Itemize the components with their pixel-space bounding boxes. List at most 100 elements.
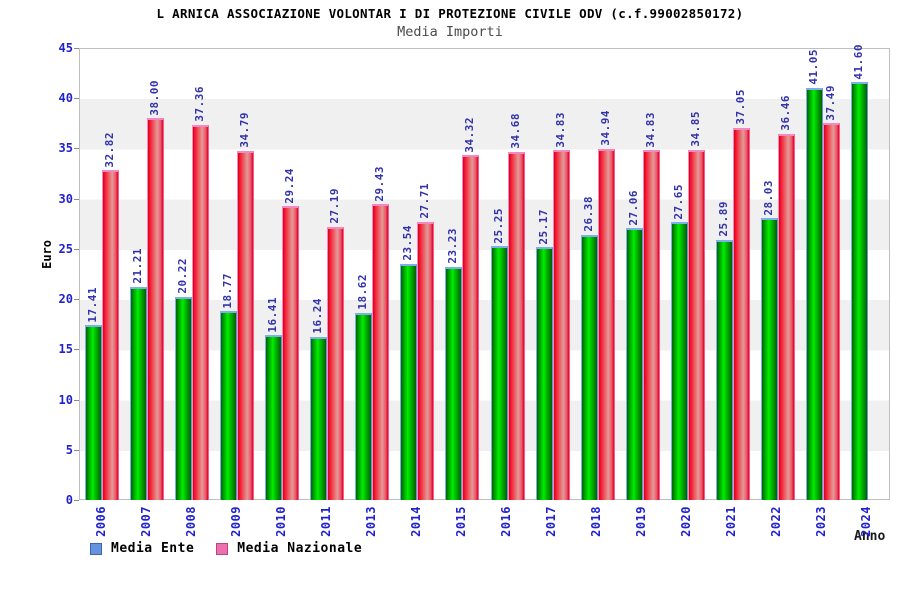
bar-media-ente-2011	[310, 336, 328, 500]
bar-media-ente-2015	[445, 266, 463, 500]
bar-value-label-media-nazionale-2023: 37.49	[823, 84, 837, 121]
bar-value-label-media-ente-2015: 23.23	[446, 228, 460, 264]
chart-subtitle: Media Importi	[397, 24, 503, 40]
bar-media-ente-2007	[130, 286, 148, 500]
y-axis-tick-mark	[74, 349, 79, 351]
bar-value-label-media-ente-2014: 23.54	[401, 224, 415, 261]
legend-item-media-ente: Media Ente	[90, 541, 194, 556]
x-axis-year-label-2007: 2007	[138, 506, 153, 537]
bar-media-nazionale-2008	[192, 124, 210, 500]
bar-media-nazionale-2010	[282, 206, 300, 500]
bar-value-label-media-ente-2011: 16.24	[311, 298, 325, 334]
bar-media-nazionale-2023	[822, 123, 840, 500]
bar-value-label-media-ente-2023: 41.05	[806, 49, 820, 85]
y-axis-tick-label: 40	[58, 91, 73, 106]
bar-value-label-media-nazionale-2021: 37.05	[733, 89, 747, 125]
bar-media-ente-2010	[265, 335, 283, 500]
bar-value-label-media-nazionale-2014: 27.71	[418, 183, 432, 219]
y-axis-tick-label: 15	[58, 342, 73, 357]
bar-value-label-media-ente-2017: 25.17	[536, 208, 550, 245]
bar-value-label-media-nazionale-2013: 29.43	[373, 165, 387, 202]
legend-swatch-media-nazionale	[216, 542, 229, 555]
y-axis-tick-label: 0	[65, 493, 73, 507]
bar-value-label-media-ente-2021: 25.89	[716, 201, 730, 237]
legend-swatch-media-ente	[90, 542, 102, 555]
bar-value-label-media-nazionale-2006: 32.82	[103, 131, 116, 168]
bar-media-nazionale-2021	[732, 127, 750, 500]
x-axis-year-label-2019: 2019	[634, 506, 649, 537]
x-axis-year-label-2023: 2023	[814, 506, 829, 537]
bar-media-ente-2009	[220, 311, 238, 500]
bar-value-label-media-nazionale-2018: 34.94	[598, 110, 612, 147]
bar-value-label-media-ente-2007: 21.21	[131, 248, 145, 284]
x-axis-year-label-2011: 2011	[318, 506, 333, 537]
y-axis-tick-label: 25	[58, 241, 73, 256]
y-axis-tick-label: 35	[58, 141, 73, 156]
y-axis-tick-mark	[74, 299, 79, 301]
bar-media-ente-2018	[580, 235, 598, 500]
bar-value-label-media-ente-2019: 27.06	[626, 189, 640, 226]
x-axis-year-label-2010: 2010	[273, 506, 288, 537]
y-axis-tick-label: 10	[58, 392, 73, 407]
bar-media-nazionale-2011	[327, 226, 345, 500]
bar-value-label-media-ente-2018: 26.38	[581, 196, 595, 233]
bar-value-label-media-ente-2008: 20.22	[176, 258, 190, 294]
bar-media-ente-2016	[490, 246, 508, 500]
bar-media-nazionale-2019	[642, 150, 660, 500]
bar-value-label-media-ente-2009: 18.77	[221, 272, 235, 309]
bar-media-nazionale-2016	[507, 151, 525, 500]
bar-value-label-media-nazionale-2016: 34.68	[508, 113, 522, 149]
bar-media-nazionale-2006	[102, 170, 119, 500]
x-axis-label: Anno	[854, 529, 886, 544]
x-axis-year-label-2024: 2024	[859, 506, 874, 537]
bar-media-nazionale-2018	[597, 149, 615, 500]
bar-media-nazionale-2013	[372, 204, 390, 500]
bar-value-label-media-ente-2016: 25.25	[491, 207, 505, 244]
bar-media-nazionale-2022	[777, 133, 795, 500]
bar-value-label-media-ente-2006: 17.41	[86, 286, 99, 323]
bar-value-label-media-ente-2013: 18.62	[356, 274, 370, 310]
x-axis-year-label-2020: 2020	[679, 506, 694, 537]
y-axis-tick-label: 30	[58, 191, 73, 206]
bar-media-nazionale-2014	[417, 221, 435, 500]
x-axis-year-label-2018: 2018	[589, 506, 604, 537]
bar-media-ente-2006	[85, 325, 102, 500]
bar-value-label-media-nazionale-2015: 34.32	[463, 116, 477, 153]
x-axis-year-label-2022: 2022	[769, 506, 784, 537]
bar-media-nazionale-2020	[687, 149, 705, 500]
bar-media-ente-2024	[850, 82, 868, 500]
y-axis-tick-label: 45	[58, 41, 73, 55]
plot-area	[79, 48, 890, 500]
legend-label-media-ente: Media Ente	[111, 541, 195, 556]
bar-media-nazionale-2009	[237, 150, 255, 500]
bar-value-label-media-nazionale-2008: 37.36	[193, 86, 207, 122]
x-axis-year-label-2008: 2008	[183, 506, 198, 537]
x-axis-year-label-2017: 2017	[544, 506, 559, 537]
bar-media-ente-2014	[400, 263, 418, 500]
x-axis-year-label-2013: 2013	[363, 506, 378, 537]
y-axis-tick-mark	[74, 198, 79, 200]
bar-value-label-media-nazionale-2020: 34.85	[688, 111, 702, 147]
legend-label-media-nazionale: Media Nazionale	[237, 541, 363, 556]
bar-media-ente-2020	[670, 222, 688, 500]
x-axis-year-label-2015: 2015	[453, 506, 468, 537]
y-axis-tick-mark	[74, 48, 79, 49]
bar-media-ente-2008	[175, 296, 193, 500]
y-axis-tick-mark	[74, 399, 79, 401]
bar-value-label-media-nazionale-2022: 36.46	[778, 95, 792, 131]
bar-value-label-media-nazionale-2010: 29.24	[283, 167, 297, 204]
bar-media-nazionale-2007	[147, 118, 165, 500]
bar-media-ente-2022	[760, 218, 778, 500]
x-axis-year-label-2021: 2021	[724, 506, 739, 537]
bar-media-ente-2021	[715, 239, 733, 500]
bar-media-ente-2019	[625, 228, 643, 500]
bar-value-label-media-nazionale-2019: 34.83	[643, 111, 657, 148]
bar-value-label-media-ente-2020: 27.65	[671, 183, 685, 220]
bar-media-ente-2017	[535, 247, 553, 500]
y-axis-tick-label: 20	[58, 292, 73, 307]
y-axis-tick-mark	[74, 98, 79, 100]
bar-media-nazionale-2017	[552, 150, 570, 500]
legend-item-media-nazionale: Media Nazionale	[216, 541, 362, 556]
bar-value-label-media-ente-2022: 28.03	[761, 179, 775, 216]
